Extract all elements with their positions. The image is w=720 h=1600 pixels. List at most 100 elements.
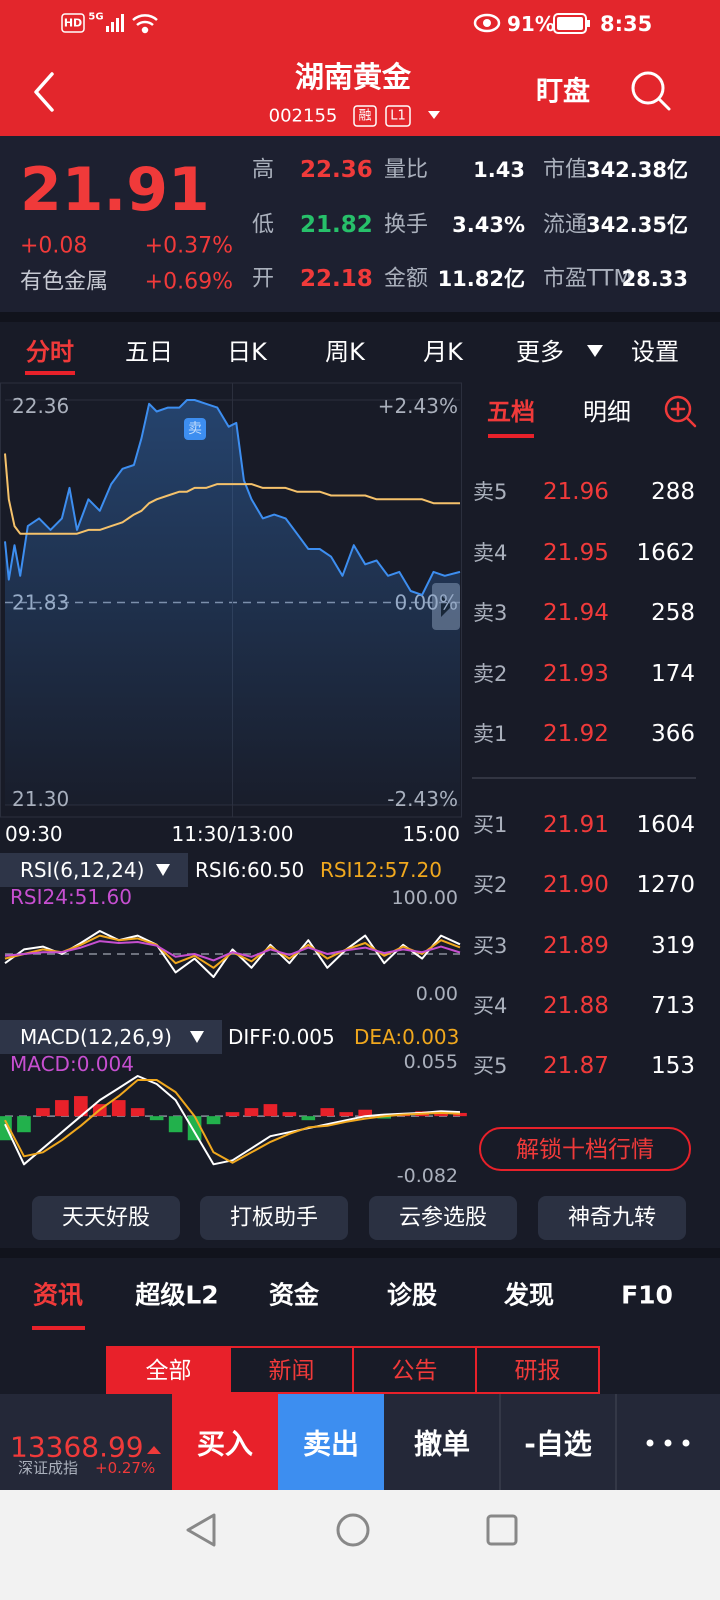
action-label[interactable]: 卖出 bbox=[303, 1428, 359, 1461]
info-subtab[interactable]: 新闻 bbox=[269, 1358, 315, 1384]
nav-home[interactable] bbox=[336, 1513, 370, 1547]
tool-button[interactable] bbox=[32, 1196, 180, 1240]
info-tab[interactable]: 超级L2 bbox=[135, 1281, 218, 1310]
book-volume: 319 bbox=[651, 933, 695, 959]
legend-entry: DEA:0.003 bbox=[354, 1025, 459, 1049]
unlock-label[interactable]: 解锁十档行情 bbox=[516, 1137, 654, 1163]
chart-tab[interactable]: 月K bbox=[423, 338, 464, 366]
info-subtab[interactable]: 全部 bbox=[146, 1358, 192, 1384]
book-label: 买5 bbox=[473, 1054, 507, 1078]
info-tab[interactable]: 发现 bbox=[503, 1281, 554, 1310]
book-volume: 288 bbox=[651, 479, 695, 505]
price-line bbox=[4, 399, 461, 596]
indicator-line bbox=[4, 930, 461, 978]
macd-bar bbox=[377, 1116, 391, 1119]
book-volume: 174 bbox=[651, 661, 695, 687]
book-price: 21.87 bbox=[543, 1053, 609, 1079]
quote-bg bbox=[0, 136, 720, 312]
chart-frame bbox=[0, 382, 462, 818]
info-tab[interactable]: F10 bbox=[621, 1281, 673, 1310]
status-network: 5G bbox=[88, 12, 103, 23]
tool-label[interactable]: 打板助手 bbox=[230, 1206, 318, 1231]
book-tab[interactable]: 明细 bbox=[583, 398, 631, 426]
macd-bar bbox=[149, 1116, 164, 1121]
action-button[interactable] bbox=[278, 1394, 384, 1490]
chart-tab[interactable]: 周K bbox=[325, 338, 366, 366]
book-label: 买1 bbox=[473, 813, 507, 837]
indicator-selector[interactable] bbox=[0, 853, 188, 887]
y-tick-label: 100.00 bbox=[392, 887, 458, 909]
action-label[interactable]: 买入 bbox=[197, 1428, 253, 1461]
macd-bar bbox=[36, 1108, 50, 1117]
tool-button[interactable] bbox=[538, 1196, 686, 1240]
action-label[interactable]: 撤单 bbox=[414, 1428, 470, 1461]
chart-tab[interactable]: 更多 bbox=[516, 338, 564, 366]
price-change: +0.08 bbox=[20, 234, 87, 259]
info-tab[interactable]: 资金 bbox=[269, 1281, 320, 1310]
search-button[interactable] bbox=[631, 71, 671, 111]
book-price: 21.93 bbox=[543, 661, 609, 687]
chart-tab[interactable]: 分时 bbox=[26, 338, 74, 366]
stat-label: 低 bbox=[252, 213, 274, 238]
watch-button[interactable]: 盯盘 bbox=[536, 76, 590, 108]
subtab-active[interactable] bbox=[107, 1347, 230, 1393]
macd-bar bbox=[434, 1112, 448, 1117]
chart-tab[interactable]: 设置 bbox=[631, 338, 679, 366]
action-button[interactable] bbox=[500, 1394, 616, 1490]
legend-entry: RSI12:57.20 bbox=[320, 858, 442, 882]
stat-label: 开 bbox=[252, 267, 274, 292]
zoom-button[interactable] bbox=[664, 395, 697, 428]
macd-bar bbox=[225, 1112, 240, 1117]
y-tick-label: 22.36 bbox=[12, 394, 69, 418]
info-tab[interactable]: 诊股 bbox=[387, 1281, 437, 1310]
nav-bar-bg bbox=[0, 1490, 720, 1600]
macd-bar bbox=[244, 1108, 259, 1117]
action-button[interactable] bbox=[172, 1394, 278, 1490]
stat-label: 市值 bbox=[543, 158, 587, 183]
index-arrow bbox=[147, 1446, 161, 1454]
back-button[interactable] bbox=[34, 72, 54, 112]
y-tick-label: 0.00 bbox=[416, 983, 458, 1005]
chart-tab[interactable]: 五日 bbox=[125, 338, 173, 366]
sector-name: 有色金属 bbox=[20, 270, 108, 295]
info-subtab[interactable]: 研报 bbox=[515, 1358, 561, 1384]
book-volume: 1662 bbox=[636, 540, 695, 566]
tab-underline bbox=[488, 434, 534, 438]
stat-value: 22.36 bbox=[300, 157, 373, 183]
book-price: 21.95 bbox=[543, 540, 609, 566]
action-button[interactable] bbox=[384, 1394, 500, 1490]
dropdown-arrow[interactable] bbox=[587, 345, 603, 357]
chart-tab[interactable]: 日K bbox=[227, 338, 268, 366]
nav-back[interactable] bbox=[186, 1513, 216, 1547]
book-label: 买3 bbox=[473, 934, 507, 958]
indicator-selector[interactable] bbox=[0, 1020, 222, 1054]
tool-button[interactable] bbox=[200, 1196, 348, 1240]
macd-bar bbox=[320, 1108, 335, 1117]
info-subtab[interactable]: 公告 bbox=[392, 1358, 438, 1384]
macd-bar bbox=[130, 1108, 145, 1117]
tool-label[interactable]: 天天好股 bbox=[62, 1206, 150, 1231]
legend-entry: RSI24:51.60 bbox=[10, 885, 132, 909]
tool-button[interactable] bbox=[369, 1196, 517, 1240]
average-line bbox=[4, 453, 460, 535]
stat-label: 市盈TTM bbox=[543, 267, 632, 292]
y2-tick-label: +2.43% bbox=[378, 394, 458, 418]
dropdown-arrow[interactable] bbox=[428, 111, 440, 119]
unlock-button[interactable] bbox=[479, 1127, 691, 1171]
action-label[interactable]: -自选 bbox=[524, 1428, 592, 1461]
tool-label[interactable]: 神奇九转 bbox=[568, 1206, 656, 1231]
book-volume: 1604 bbox=[636, 812, 695, 838]
battery-tip bbox=[587, 20, 590, 27]
book-tab[interactable]: 五档 bbox=[487, 398, 535, 426]
last-price: 21.91 bbox=[20, 155, 210, 225]
macd-bar bbox=[74, 1096, 88, 1117]
tool-label[interactable]: 云参选股 bbox=[399, 1206, 487, 1231]
x-tick-label: 09:30 bbox=[5, 822, 63, 846]
book-label: 卖4 bbox=[473, 541, 507, 565]
stat-value: 11.82亿 bbox=[438, 267, 525, 291]
tab-underline bbox=[32, 1326, 85, 1330]
more-button[interactable] bbox=[646, 1439, 690, 1447]
info-tab[interactable]: 资讯 bbox=[33, 1281, 83, 1310]
nav-recent[interactable] bbox=[486, 1514, 518, 1546]
book-label: 买4 bbox=[473, 994, 507, 1018]
